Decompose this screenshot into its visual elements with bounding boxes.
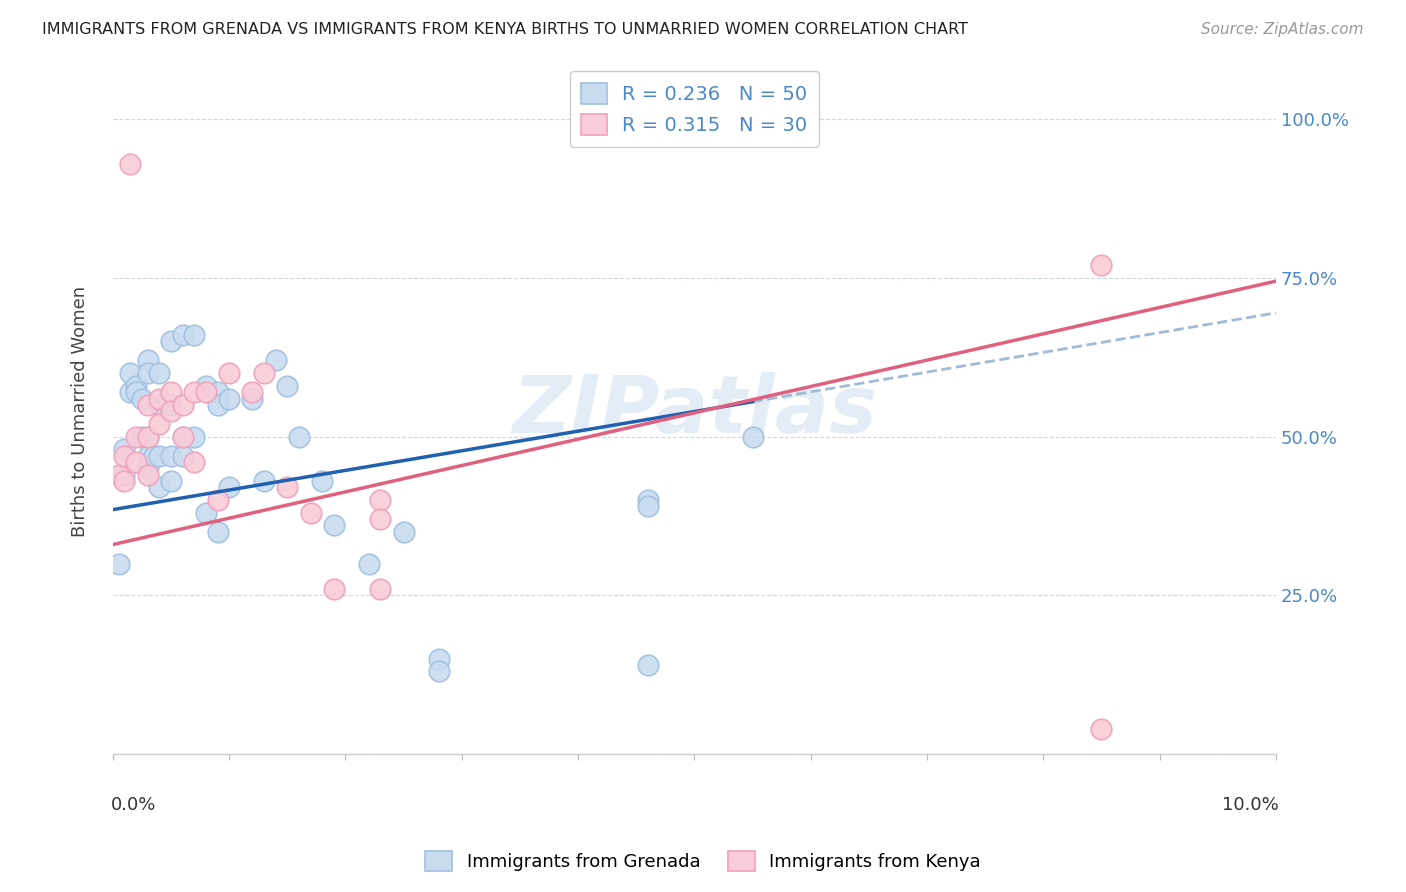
Point	[125, 379, 148, 393]
Point	[370, 512, 392, 526]
Point	[131, 392, 153, 406]
Point	[637, 658, 659, 673]
Point	[264, 353, 287, 368]
Point	[160, 404, 183, 418]
Point	[172, 430, 194, 444]
Point	[183, 328, 205, 343]
Point	[160, 398, 183, 412]
Text: IMMIGRANTS FROM GRENADA VS IMMIGRANTS FROM KENYA BIRTHS TO UNMARRIED WOMEN CORRE: IMMIGRANTS FROM GRENADA VS IMMIGRANTS FR…	[42, 22, 969, 37]
Point	[114, 449, 136, 463]
Point	[136, 449, 159, 463]
Point	[160, 334, 183, 349]
Text: Source: ZipAtlas.com: Source: ZipAtlas.com	[1201, 22, 1364, 37]
Point	[148, 480, 170, 494]
Point	[125, 430, 148, 444]
Point	[637, 493, 659, 508]
Point	[242, 392, 264, 406]
Point	[253, 366, 276, 380]
Point	[276, 379, 298, 393]
Legend: Immigrants from Grenada, Immigrants from Kenya: Immigrants from Grenada, Immigrants from…	[418, 844, 988, 879]
Point	[183, 455, 205, 469]
Point	[357, 557, 380, 571]
Point	[194, 506, 217, 520]
Point	[370, 493, 392, 508]
Point	[322, 582, 344, 596]
Point	[148, 449, 170, 463]
Text: 0.0%: 0.0%	[111, 797, 156, 814]
Point	[194, 385, 217, 400]
Point	[207, 524, 229, 539]
Point	[172, 398, 194, 412]
Point	[160, 449, 183, 463]
Y-axis label: Births to Unmarried Women: Births to Unmarried Women	[72, 285, 89, 537]
Point	[148, 366, 170, 380]
Point	[322, 518, 344, 533]
Point	[107, 557, 129, 571]
Point	[207, 493, 229, 508]
Point	[131, 430, 153, 444]
Point	[299, 506, 322, 520]
Point	[392, 524, 415, 539]
Point	[107, 467, 129, 482]
Point	[276, 480, 298, 494]
Point	[136, 430, 159, 444]
Point	[136, 430, 159, 444]
Point	[218, 480, 240, 494]
Point	[148, 398, 170, 412]
Point	[120, 157, 142, 171]
Point	[1090, 258, 1112, 272]
Point	[114, 474, 136, 488]
Point	[637, 500, 659, 514]
Point	[125, 455, 148, 469]
Point	[172, 430, 194, 444]
Point	[160, 474, 183, 488]
Point	[136, 366, 159, 380]
Legend: R = 0.236   N = 50, R = 0.315   N = 30: R = 0.236 N = 50, R = 0.315 N = 30	[569, 71, 820, 147]
Text: 10.0%: 10.0%	[1222, 797, 1278, 814]
Point	[114, 467, 136, 482]
Point	[172, 449, 194, 463]
Point	[136, 461, 159, 475]
Point	[120, 385, 142, 400]
Point	[160, 385, 183, 400]
Point	[370, 582, 392, 596]
Point	[427, 652, 450, 666]
Point	[207, 398, 229, 412]
Point	[125, 385, 148, 400]
Point	[741, 430, 763, 444]
Point	[136, 467, 159, 482]
Point	[218, 366, 240, 380]
Point	[172, 328, 194, 343]
Point	[218, 392, 240, 406]
Point	[427, 665, 450, 679]
Point	[242, 385, 264, 400]
Point	[148, 417, 170, 431]
Point	[136, 353, 159, 368]
Point	[120, 366, 142, 380]
Point	[253, 474, 276, 488]
Point	[194, 379, 217, 393]
Point	[114, 442, 136, 457]
Point	[207, 385, 229, 400]
Point	[142, 449, 165, 463]
Point	[136, 398, 159, 412]
Point	[183, 385, 205, 400]
Point	[148, 392, 170, 406]
Point	[288, 430, 311, 444]
Point	[1090, 722, 1112, 736]
Point	[183, 430, 205, 444]
Text: ZIPatlas: ZIPatlas	[512, 372, 877, 450]
Point	[311, 474, 333, 488]
